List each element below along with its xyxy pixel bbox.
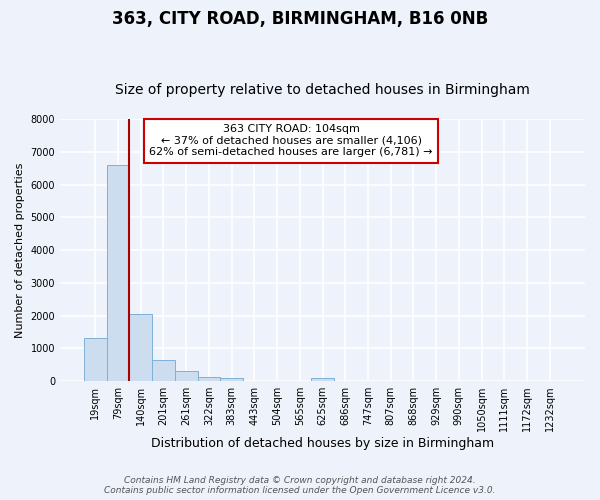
Text: 363 CITY ROAD: 104sqm
← 37% of detached houses are smaller (4,106)
62% of semi-d: 363 CITY ROAD: 104sqm ← 37% of detached … [149, 124, 433, 158]
Title: Size of property relative to detached houses in Birmingham: Size of property relative to detached ho… [115, 83, 530, 97]
Bar [130, 314, 152, 381]
Bar [152, 360, 175, 381]
Text: Contains HM Land Registry data © Crown copyright and database right 2024.
Contai: Contains HM Land Registry data © Crown c… [104, 476, 496, 495]
Bar [311, 378, 334, 381]
Text: 363, CITY ROAD, BIRMINGHAM, B16 0NB: 363, CITY ROAD, BIRMINGHAM, B16 0NB [112, 10, 488, 28]
Bar [107, 165, 130, 381]
Bar [220, 378, 243, 381]
Y-axis label: Number of detached properties: Number of detached properties [15, 162, 25, 338]
Bar [84, 338, 107, 381]
X-axis label: Distribution of detached houses by size in Birmingham: Distribution of detached houses by size … [151, 437, 494, 450]
Bar [175, 372, 197, 381]
Bar [197, 377, 220, 381]
